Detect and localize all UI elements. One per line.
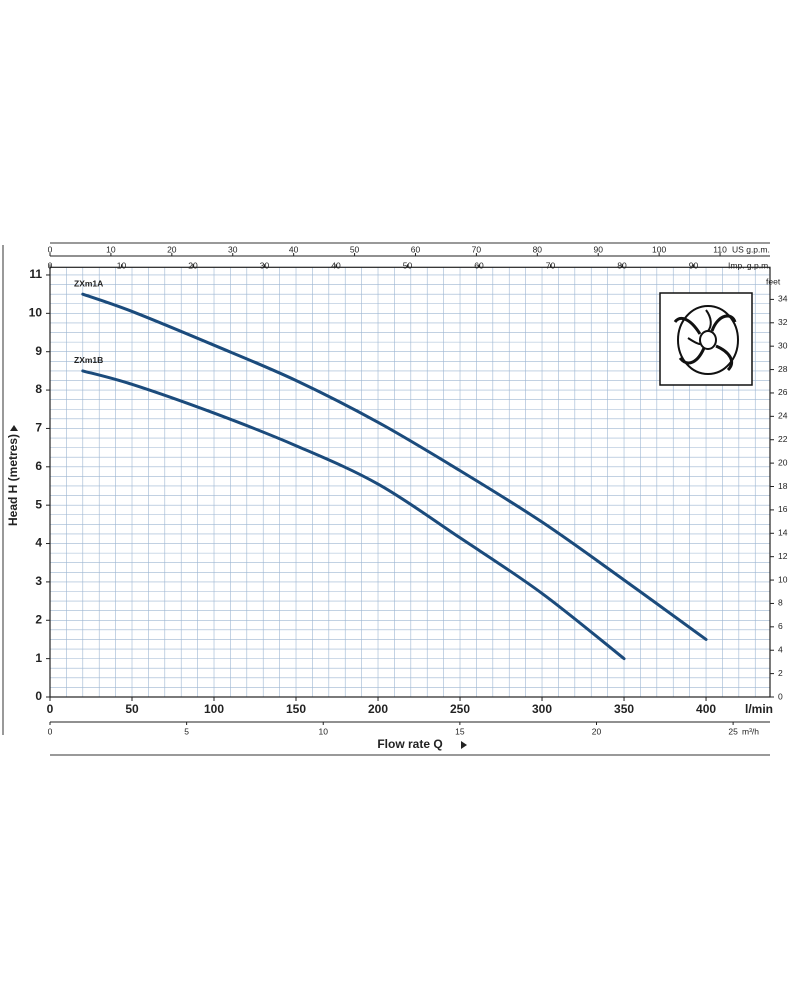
secondary-tick-label: 80 bbox=[533, 244, 543, 254]
y2-unit: feet bbox=[766, 276, 781, 286]
y2-tick-label: 28 bbox=[778, 364, 788, 374]
secondary-tick-label: 10 bbox=[106, 244, 116, 254]
curve bbox=[81, 292, 708, 641]
y2-tick-label: 30 bbox=[778, 340, 788, 350]
y-axis-title: Head H (metres) bbox=[6, 434, 20, 526]
secondary-tick-label: 100 bbox=[652, 244, 666, 254]
x-unit: l/min bbox=[745, 702, 773, 716]
secondary-tick-label: 20 bbox=[592, 726, 602, 736]
x-tick-label: 400 bbox=[696, 702, 716, 716]
curve bbox=[81, 369, 626, 661]
secondary-tick-label: 110 bbox=[713, 244, 727, 254]
y2-tick-label: 4 bbox=[778, 644, 783, 654]
y-tick-label: 10 bbox=[29, 306, 43, 320]
impeller-icon bbox=[659, 292, 753, 386]
y2-tick-label: 18 bbox=[778, 481, 788, 491]
secondary-tick-label: 5 bbox=[184, 726, 189, 736]
y2-tick-label: 0 bbox=[778, 691, 783, 701]
y-tick-label: 8 bbox=[35, 382, 42, 396]
y2-tick-label: 16 bbox=[778, 504, 788, 514]
y-tick-label: 7 bbox=[35, 421, 42, 435]
plot: ZXm1A ZXm1B bbox=[74, 278, 708, 661]
y2-tick-label: 34 bbox=[778, 294, 788, 304]
y2-tick-label: 22 bbox=[778, 434, 788, 444]
y2-tick-label: 8 bbox=[778, 598, 783, 608]
y2-tick-label: 26 bbox=[778, 387, 788, 397]
secondary-tick-label: 25 bbox=[728, 726, 738, 736]
y2-tick-label: 12 bbox=[778, 551, 788, 561]
plot-border bbox=[49, 266, 771, 698]
y-tick-label: 6 bbox=[35, 459, 42, 473]
y-tick-label: 5 bbox=[35, 497, 42, 511]
y2-tick-label: 10 bbox=[778, 574, 788, 584]
secondary-tick-label: 0 bbox=[48, 244, 53, 254]
y-tick-label: 4 bbox=[35, 536, 42, 550]
x-tick-label: 200 bbox=[368, 702, 388, 716]
axis-arrow bbox=[461, 741, 467, 749]
axis-arrow bbox=[10, 425, 18, 431]
x-tick-label: 100 bbox=[204, 702, 224, 716]
secondary-tick-label: 50 bbox=[350, 244, 360, 254]
x-axis-title: Flow rate Q bbox=[377, 737, 442, 751]
secondary-tick-label: 90 bbox=[593, 244, 603, 254]
secondary-tick-label: 15 bbox=[455, 726, 465, 736]
secondary-tick-label: 30 bbox=[228, 244, 238, 254]
secondary-unit: Imp. g.p.m. bbox=[728, 260, 771, 270]
y2-tick-label: 2 bbox=[778, 668, 783, 678]
y2-tick-label: 32 bbox=[778, 317, 788, 327]
secondary-tick-label: 20 bbox=[167, 244, 177, 254]
secondary-tick-label: 70 bbox=[472, 244, 482, 254]
secondary-unit: US g.p.m. bbox=[732, 244, 770, 254]
x-tick-label: 150 bbox=[286, 702, 306, 716]
y2-tick-label: 24 bbox=[778, 411, 788, 421]
secondary-tick-label: 10 bbox=[319, 726, 329, 736]
y-tick-label: 3 bbox=[35, 574, 42, 588]
x-tick-label: 0 bbox=[47, 702, 54, 716]
y-tick-label: 0 bbox=[35, 689, 42, 703]
secondary-tick-label: 60 bbox=[411, 244, 421, 254]
y2-tick-label: 6 bbox=[778, 621, 783, 631]
y2-tick-label: 14 bbox=[778, 528, 788, 538]
y-tick-label: 2 bbox=[35, 612, 42, 626]
x-tick-label: 350 bbox=[614, 702, 634, 716]
y-tick-label: 11 bbox=[29, 267, 42, 281]
x-tick-label: 250 bbox=[450, 702, 470, 716]
y-tick-label: 9 bbox=[35, 344, 42, 358]
y-tick-label: 1 bbox=[35, 651, 42, 665]
curve-label: ZXm1A bbox=[74, 278, 103, 288]
secondary-tick-label: 40 bbox=[289, 244, 299, 254]
curve-label: ZXm1B bbox=[74, 355, 103, 365]
x-tick-label: 300 bbox=[532, 702, 552, 716]
x-tick-label: 50 bbox=[125, 702, 139, 716]
y2-tick-label: 20 bbox=[778, 457, 788, 467]
secondary-unit: m³/h bbox=[742, 726, 759, 736]
secondary-tick-label: 0 bbox=[48, 726, 53, 736]
